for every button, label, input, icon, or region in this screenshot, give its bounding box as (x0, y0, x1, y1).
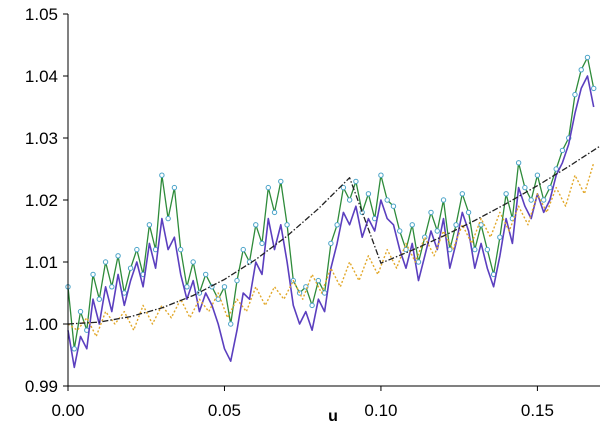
data-point (484, 246, 491, 253)
data-point (271, 209, 278, 216)
data-point (334, 222, 340, 228)
data-point (159, 172, 165, 178)
data-point (397, 228, 403, 234)
y-tick-label: 1.02 (25, 191, 58, 210)
data-point (109, 284, 115, 290)
x-tick-label: 0.10 (364, 401, 397, 420)
data-point (309, 302, 315, 309)
data-point (415, 259, 422, 265)
data-point (228, 321, 234, 327)
data-point (497, 234, 503, 240)
data-point (453, 222, 459, 228)
data-point (265, 184, 271, 191)
data-point (90, 271, 96, 278)
series-line-2 (67, 162, 595, 338)
data-point (578, 67, 584, 73)
data-point (428, 209, 434, 216)
series-1 (67, 75, 595, 369)
y-tick-label: 1.05 (25, 5, 58, 24)
data-point (190, 259, 196, 265)
data-point (202, 271, 209, 278)
series-line-1 (67, 75, 595, 369)
data-point (378, 172, 384, 178)
data-point (584, 54, 591, 61)
data-point (522, 184, 528, 191)
data-point (165, 215, 171, 222)
data-point (177, 246, 184, 253)
data-point (472, 246, 478, 253)
y-tick-label: 1.00 (25, 315, 58, 334)
data-point (71, 346, 77, 352)
series-line-0 (67, 56, 595, 350)
data-point (221, 284, 228, 290)
data-point (440, 197, 447, 203)
data-point (134, 246, 140, 253)
data-point (102, 259, 109, 265)
series-3 (67, 145, 600, 325)
x-axis-title: u (328, 408, 338, 425)
data-point (234, 277, 240, 284)
data-point (328, 240, 334, 247)
data-point (384, 197, 390, 203)
data-point (340, 184, 347, 191)
data-point (240, 246, 246, 253)
data-point (534, 172, 541, 178)
data-point (553, 166, 559, 172)
data-point (215, 296, 221, 302)
data-point (259, 240, 265, 247)
data-point (315, 277, 322, 284)
data-point (515, 160, 522, 166)
data-point (353, 178, 359, 185)
data-point (403, 246, 409, 253)
x-tick-label: 0.00 (51, 401, 84, 420)
data-point (540, 197, 547, 203)
data-point (591, 85, 597, 92)
data-point (478, 222, 484, 228)
data-point (184, 284, 190, 290)
data-point (503, 191, 509, 197)
data-point (465, 209, 472, 216)
x-tick-label: 0.05 (208, 401, 241, 420)
y-tick-label: 0.99 (25, 377, 58, 396)
series-line-3 (67, 145, 600, 325)
data-point (434, 228, 440, 234)
data-point (253, 222, 259, 228)
data-point (115, 253, 121, 259)
y-tick-label: 1.03 (25, 129, 58, 148)
data-point (365, 191, 372, 197)
axes-layer: 0.99 1.00 1.01 1.02 1.03 1.04 1.05 0.00 0.05 0.10… (25, 5, 600, 420)
data-point (77, 308, 84, 315)
data-point (284, 222, 290, 228)
data-point (146, 222, 153, 228)
data-point (346, 197, 353, 203)
data-point (171, 184, 178, 191)
data-point (459, 191, 466, 197)
series-0 (65, 54, 597, 352)
data-point (278, 178, 284, 185)
data-point (127, 265, 134, 271)
data-point (96, 296, 102, 302)
series-2 (67, 162, 595, 338)
data-point (528, 197, 534, 203)
y-tick-label: 1.04 (25, 67, 58, 86)
series-layer (65, 54, 600, 369)
x-tick-label: 0.15 (521, 401, 554, 420)
data-point (559, 147, 566, 154)
data-point (390, 203, 397, 209)
data-point (572, 91, 578, 98)
data-point (409, 222, 415, 228)
y-tick-label: 1.01 (25, 253, 58, 272)
data-point (547, 184, 553, 191)
data-point (321, 290, 328, 296)
